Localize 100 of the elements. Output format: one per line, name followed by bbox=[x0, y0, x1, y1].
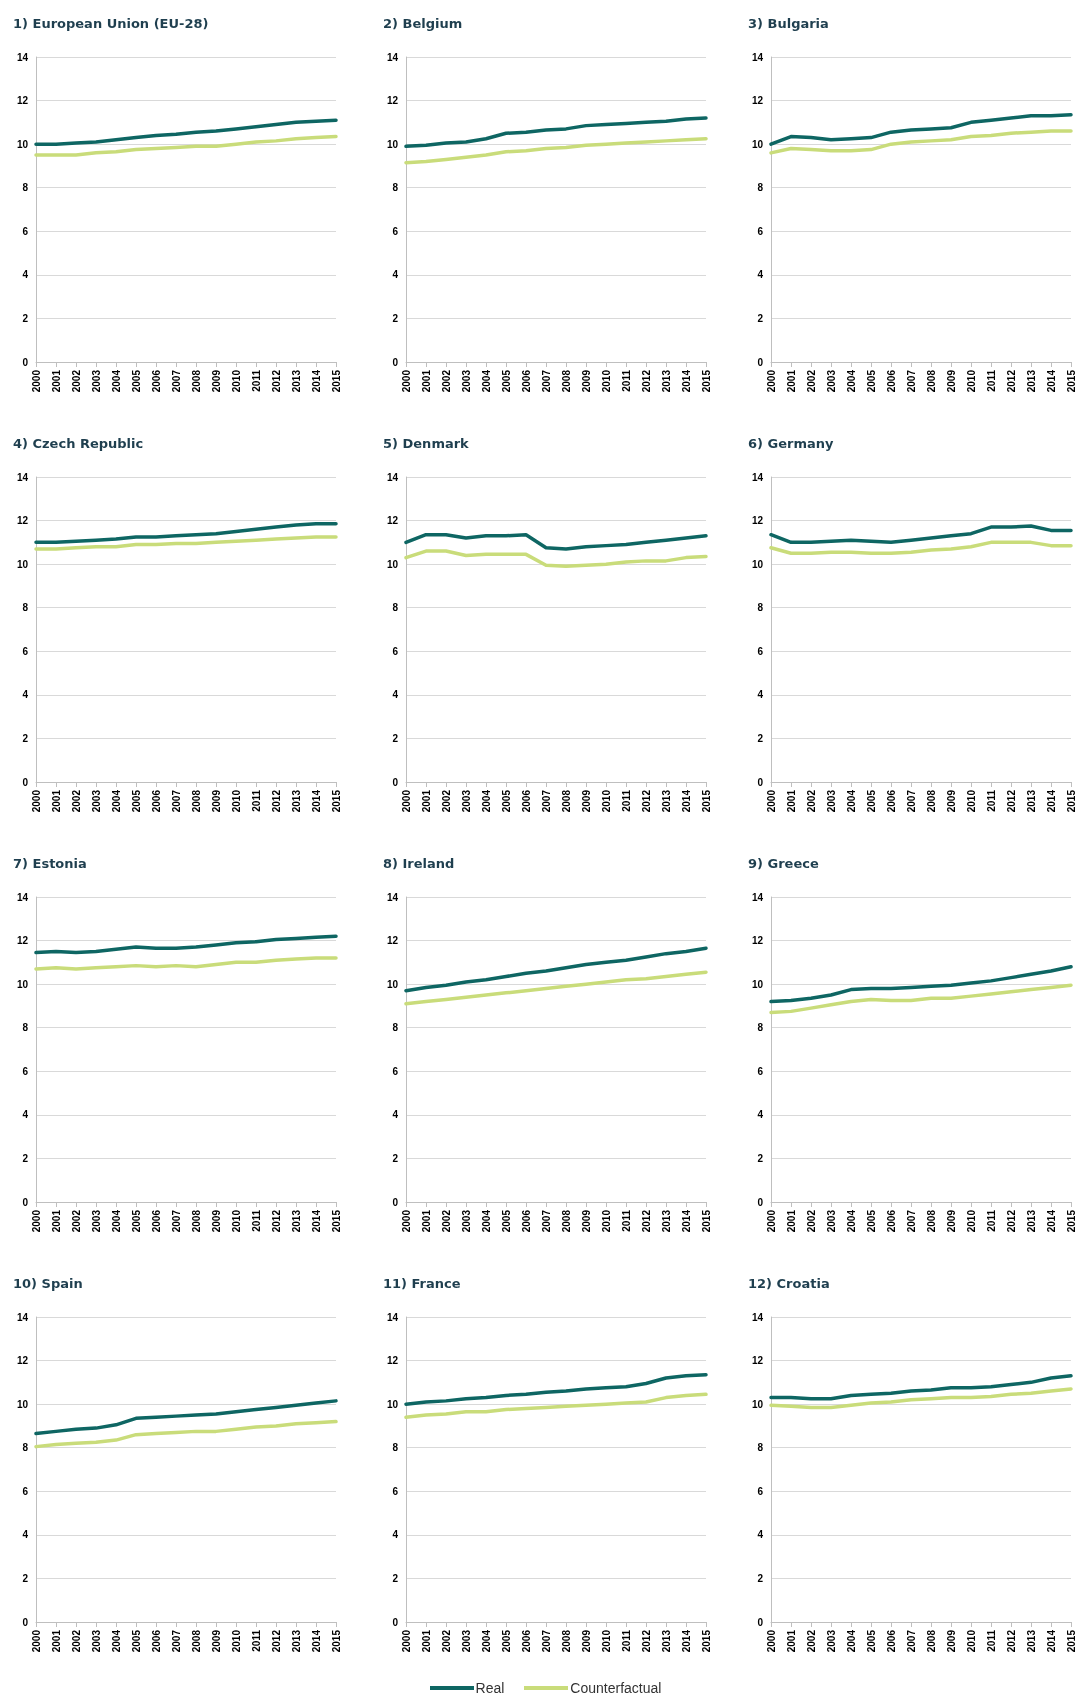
x-tick-label: 2000 bbox=[400, 1209, 412, 1233]
x-tick-label: 2002 bbox=[70, 789, 82, 813]
x-tick-label: 2005 bbox=[500, 1209, 512, 1233]
chart-title: 2) Belgium bbox=[383, 16, 463, 31]
y-tick-label: 12 bbox=[16, 95, 29, 107]
line-series bbox=[404, 116, 708, 149]
line-series bbox=[34, 934, 338, 955]
line-series bbox=[769, 964, 1073, 1004]
x-tick-label: 2009 bbox=[945, 369, 957, 393]
x-tick-label: 2005 bbox=[130, 789, 142, 813]
y-tick-label: 14 bbox=[751, 51, 764, 63]
x-tick-label: 2013 bbox=[660, 1629, 672, 1653]
y-tick-label: 10 bbox=[751, 978, 764, 990]
x-tick-label: 2013 bbox=[290, 369, 302, 393]
line-series bbox=[34, 535, 338, 551]
y-tick-label: 8 bbox=[392, 182, 399, 194]
y-tick-label: 4 bbox=[392, 269, 399, 281]
x-tick-label: 2002 bbox=[70, 1209, 82, 1233]
x-tick-label: 2012 bbox=[1005, 1209, 1017, 1233]
y-tick-label: 12 bbox=[751, 95, 764, 107]
y-tick-label: 8 bbox=[22, 602, 29, 614]
y-tick-label: 14 bbox=[16, 51, 29, 63]
x-tick-label: 2015 bbox=[330, 369, 342, 393]
legend-label: Counterfactual bbox=[570, 1680, 662, 1696]
x-tick-label: 2006 bbox=[885, 1629, 897, 1653]
x-tick-label: 2008 bbox=[190, 1209, 202, 1233]
x-tick-label: 2009 bbox=[580, 369, 592, 393]
x-tick-label: 2006 bbox=[150, 1209, 162, 1233]
x-tick-label: 2000 bbox=[765, 1209, 777, 1233]
y-tick-label: 8 bbox=[22, 1022, 29, 1034]
x-tick-label: 2012 bbox=[640, 1629, 652, 1653]
y-tick-label: 2 bbox=[22, 312, 29, 324]
chart-title: 4) Czech Republic bbox=[13, 436, 144, 451]
x-tick-label: 2014 bbox=[1045, 369, 1057, 393]
line-series bbox=[34, 522, 338, 545]
y-tick-label: 8 bbox=[757, 1022, 764, 1034]
x-tick-label: 2003 bbox=[825, 789, 837, 813]
x-tick-label: 2010 bbox=[965, 1209, 977, 1233]
x-tick-label: 2011 bbox=[620, 369, 632, 392]
y-tick-label: 14 bbox=[751, 471, 764, 483]
y-tick-label: 6 bbox=[757, 225, 764, 237]
x-tick-label: 2003 bbox=[460, 369, 472, 393]
x-tick-label: 2001 bbox=[420, 369, 432, 393]
x-tick-label: 2010 bbox=[600, 369, 612, 393]
x-tick-label: 2007 bbox=[905, 369, 917, 393]
x-tick-label: 2014 bbox=[680, 1629, 692, 1653]
x-tick-label: 2014 bbox=[680, 369, 692, 393]
x-tick-label: 2010 bbox=[230, 789, 242, 813]
y-tick-label: 0 bbox=[757, 776, 764, 788]
x-tick-label: 2010 bbox=[600, 1629, 612, 1653]
x-tick-label: 2003 bbox=[90, 789, 102, 813]
x-tick-label: 2010 bbox=[600, 789, 612, 813]
x-tick-label: 2007 bbox=[170, 369, 182, 393]
legend-label: Real bbox=[475, 1680, 505, 1696]
line-series bbox=[34, 1399, 338, 1436]
x-tick-label: 2006 bbox=[520, 1629, 532, 1653]
x-tick-label: 2008 bbox=[925, 369, 937, 393]
x-tick-label: 2010 bbox=[965, 369, 977, 393]
x-tick-label: 2007 bbox=[170, 1209, 182, 1233]
y-tick-label: 4 bbox=[757, 1109, 764, 1121]
x-tick-label: 2006 bbox=[885, 789, 897, 813]
x-tick-label: 2009 bbox=[580, 1629, 592, 1653]
x-tick-label: 2003 bbox=[825, 1209, 837, 1233]
x-tick-label: 2014 bbox=[310, 1629, 322, 1653]
x-tick-label: 2014 bbox=[1045, 789, 1057, 813]
y-tick-label: 8 bbox=[392, 1022, 399, 1034]
x-tick-label: 2002 bbox=[440, 369, 452, 393]
x-tick-label: 2004 bbox=[480, 789, 492, 813]
x-tick-label: 2001 bbox=[785, 1629, 797, 1653]
x-tick-label: 2004 bbox=[110, 1629, 122, 1653]
x-tick-label: 2009 bbox=[580, 1209, 592, 1233]
x-tick-label: 2013 bbox=[660, 789, 672, 813]
x-tick-label: 2008 bbox=[560, 789, 572, 813]
x-tick-label: 2012 bbox=[1005, 1629, 1017, 1653]
y-tick-label: 4 bbox=[22, 1529, 29, 1541]
x-tick-label: 2013 bbox=[1025, 1209, 1037, 1233]
x-tick-label: 2006 bbox=[885, 369, 897, 393]
y-tick-label: 2 bbox=[757, 312, 764, 324]
x-tick-label: 2003 bbox=[90, 1209, 102, 1233]
y-tick-label: 6 bbox=[757, 1485, 764, 1497]
x-tick-label: 2012 bbox=[640, 789, 652, 813]
y-tick-label: 0 bbox=[22, 1196, 29, 1208]
x-tick-label: 2011 bbox=[250, 789, 262, 812]
x-tick-label: 2002 bbox=[805, 1209, 817, 1233]
y-tick-label: 12 bbox=[386, 935, 399, 947]
x-tick-label: 2010 bbox=[600, 1209, 612, 1233]
x-tick-label: 2002 bbox=[805, 369, 817, 393]
line-series bbox=[404, 136, 708, 165]
line-series bbox=[404, 549, 708, 569]
y-tick-label: 12 bbox=[751, 935, 764, 947]
x-tick-label: 2014 bbox=[1045, 1209, 1057, 1233]
x-tick-label: 2009 bbox=[210, 369, 222, 393]
x-tick-label: 2007 bbox=[170, 789, 182, 813]
line-series bbox=[34, 118, 338, 146]
y-tick-label: 14 bbox=[386, 51, 399, 63]
x-tick-label: 2007 bbox=[905, 789, 917, 813]
x-tick-label: 2014 bbox=[680, 1209, 692, 1233]
y-tick-label: 4 bbox=[392, 1529, 399, 1541]
x-tick-label: 2008 bbox=[190, 1629, 202, 1653]
x-tick-label: 2014 bbox=[1045, 1629, 1057, 1653]
